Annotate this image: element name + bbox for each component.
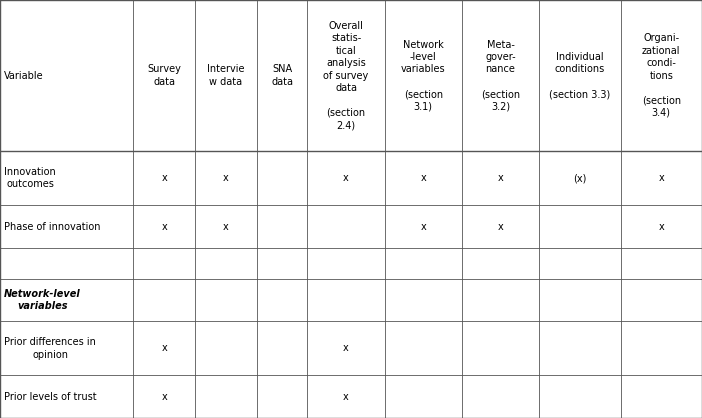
- Text: Phase of innovation: Phase of innovation: [4, 222, 100, 232]
- Text: Survey
data: Survey data: [147, 64, 181, 87]
- Text: Variable: Variable: [4, 71, 44, 81]
- Text: Prior levels of trust: Prior levels of trust: [4, 392, 97, 402]
- Text: Individual
conditions

(section 3.3): Individual conditions (section 3.3): [549, 52, 611, 99]
- Text: x: x: [161, 392, 167, 402]
- Text: Innovation
outcomes: Innovation outcomes: [4, 167, 56, 189]
- Text: Network-level
variables: Network-level variables: [4, 289, 81, 311]
- Text: x: x: [498, 222, 503, 232]
- Text: x: x: [658, 222, 664, 232]
- Text: x: x: [498, 173, 503, 184]
- Text: Organi-
zational
condi-
tions

(section
3.4): Organi- zational condi- tions (section 3…: [642, 33, 681, 118]
- Text: x: x: [343, 343, 349, 353]
- Text: Meta-
gover-
nance

(section
3.2): Meta- gover- nance (section 3.2): [481, 40, 520, 112]
- Text: x: x: [161, 222, 167, 232]
- Text: x: x: [343, 392, 349, 402]
- Text: x: x: [343, 173, 349, 184]
- Text: Network
-level
variables

(section
3.1): Network -level variables (section 3.1): [401, 40, 446, 112]
- Text: Intervie
w data: Intervie w data: [207, 64, 245, 87]
- Text: x: x: [420, 173, 426, 184]
- Text: x: x: [223, 173, 229, 184]
- Text: Prior differences in
opinion: Prior differences in opinion: [4, 337, 96, 359]
- Text: x: x: [223, 222, 229, 232]
- Text: x: x: [420, 222, 426, 232]
- Text: SNA
data: SNA data: [271, 64, 293, 87]
- Text: x: x: [658, 173, 664, 184]
- Text: x: x: [161, 343, 167, 353]
- Text: x: x: [161, 173, 167, 184]
- Text: Overall
statis-
tical
analysis
of survey
data

(section
2.4): Overall statis- tical analysis of survey…: [324, 21, 369, 130]
- Text: (x): (x): [573, 173, 587, 184]
